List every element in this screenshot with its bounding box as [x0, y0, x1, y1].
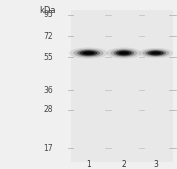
Text: 1: 1: [86, 160, 91, 169]
Ellipse shape: [151, 52, 161, 55]
Text: 55: 55: [43, 53, 53, 62]
Ellipse shape: [138, 48, 173, 58]
Ellipse shape: [119, 51, 129, 55]
Text: 28: 28: [44, 105, 53, 114]
Text: 95: 95: [43, 10, 53, 19]
Ellipse shape: [69, 47, 108, 59]
Text: 36: 36: [43, 86, 53, 94]
Bar: [106, 10, 142, 162]
Ellipse shape: [80, 51, 97, 56]
Ellipse shape: [110, 49, 137, 57]
Ellipse shape: [77, 50, 100, 56]
Text: 17: 17: [44, 144, 53, 153]
Text: 3: 3: [153, 160, 158, 169]
Ellipse shape: [145, 50, 166, 56]
Bar: [71, 10, 106, 162]
Ellipse shape: [83, 51, 94, 55]
Ellipse shape: [148, 51, 164, 55]
Text: 72: 72: [44, 32, 53, 41]
Bar: [138, 10, 173, 162]
Ellipse shape: [114, 50, 134, 56]
Ellipse shape: [142, 49, 169, 57]
Ellipse shape: [73, 49, 104, 57]
Ellipse shape: [116, 51, 132, 56]
Text: kDa: kDa: [39, 6, 56, 15]
Text: 2: 2: [122, 160, 126, 169]
Ellipse shape: [106, 47, 141, 59]
